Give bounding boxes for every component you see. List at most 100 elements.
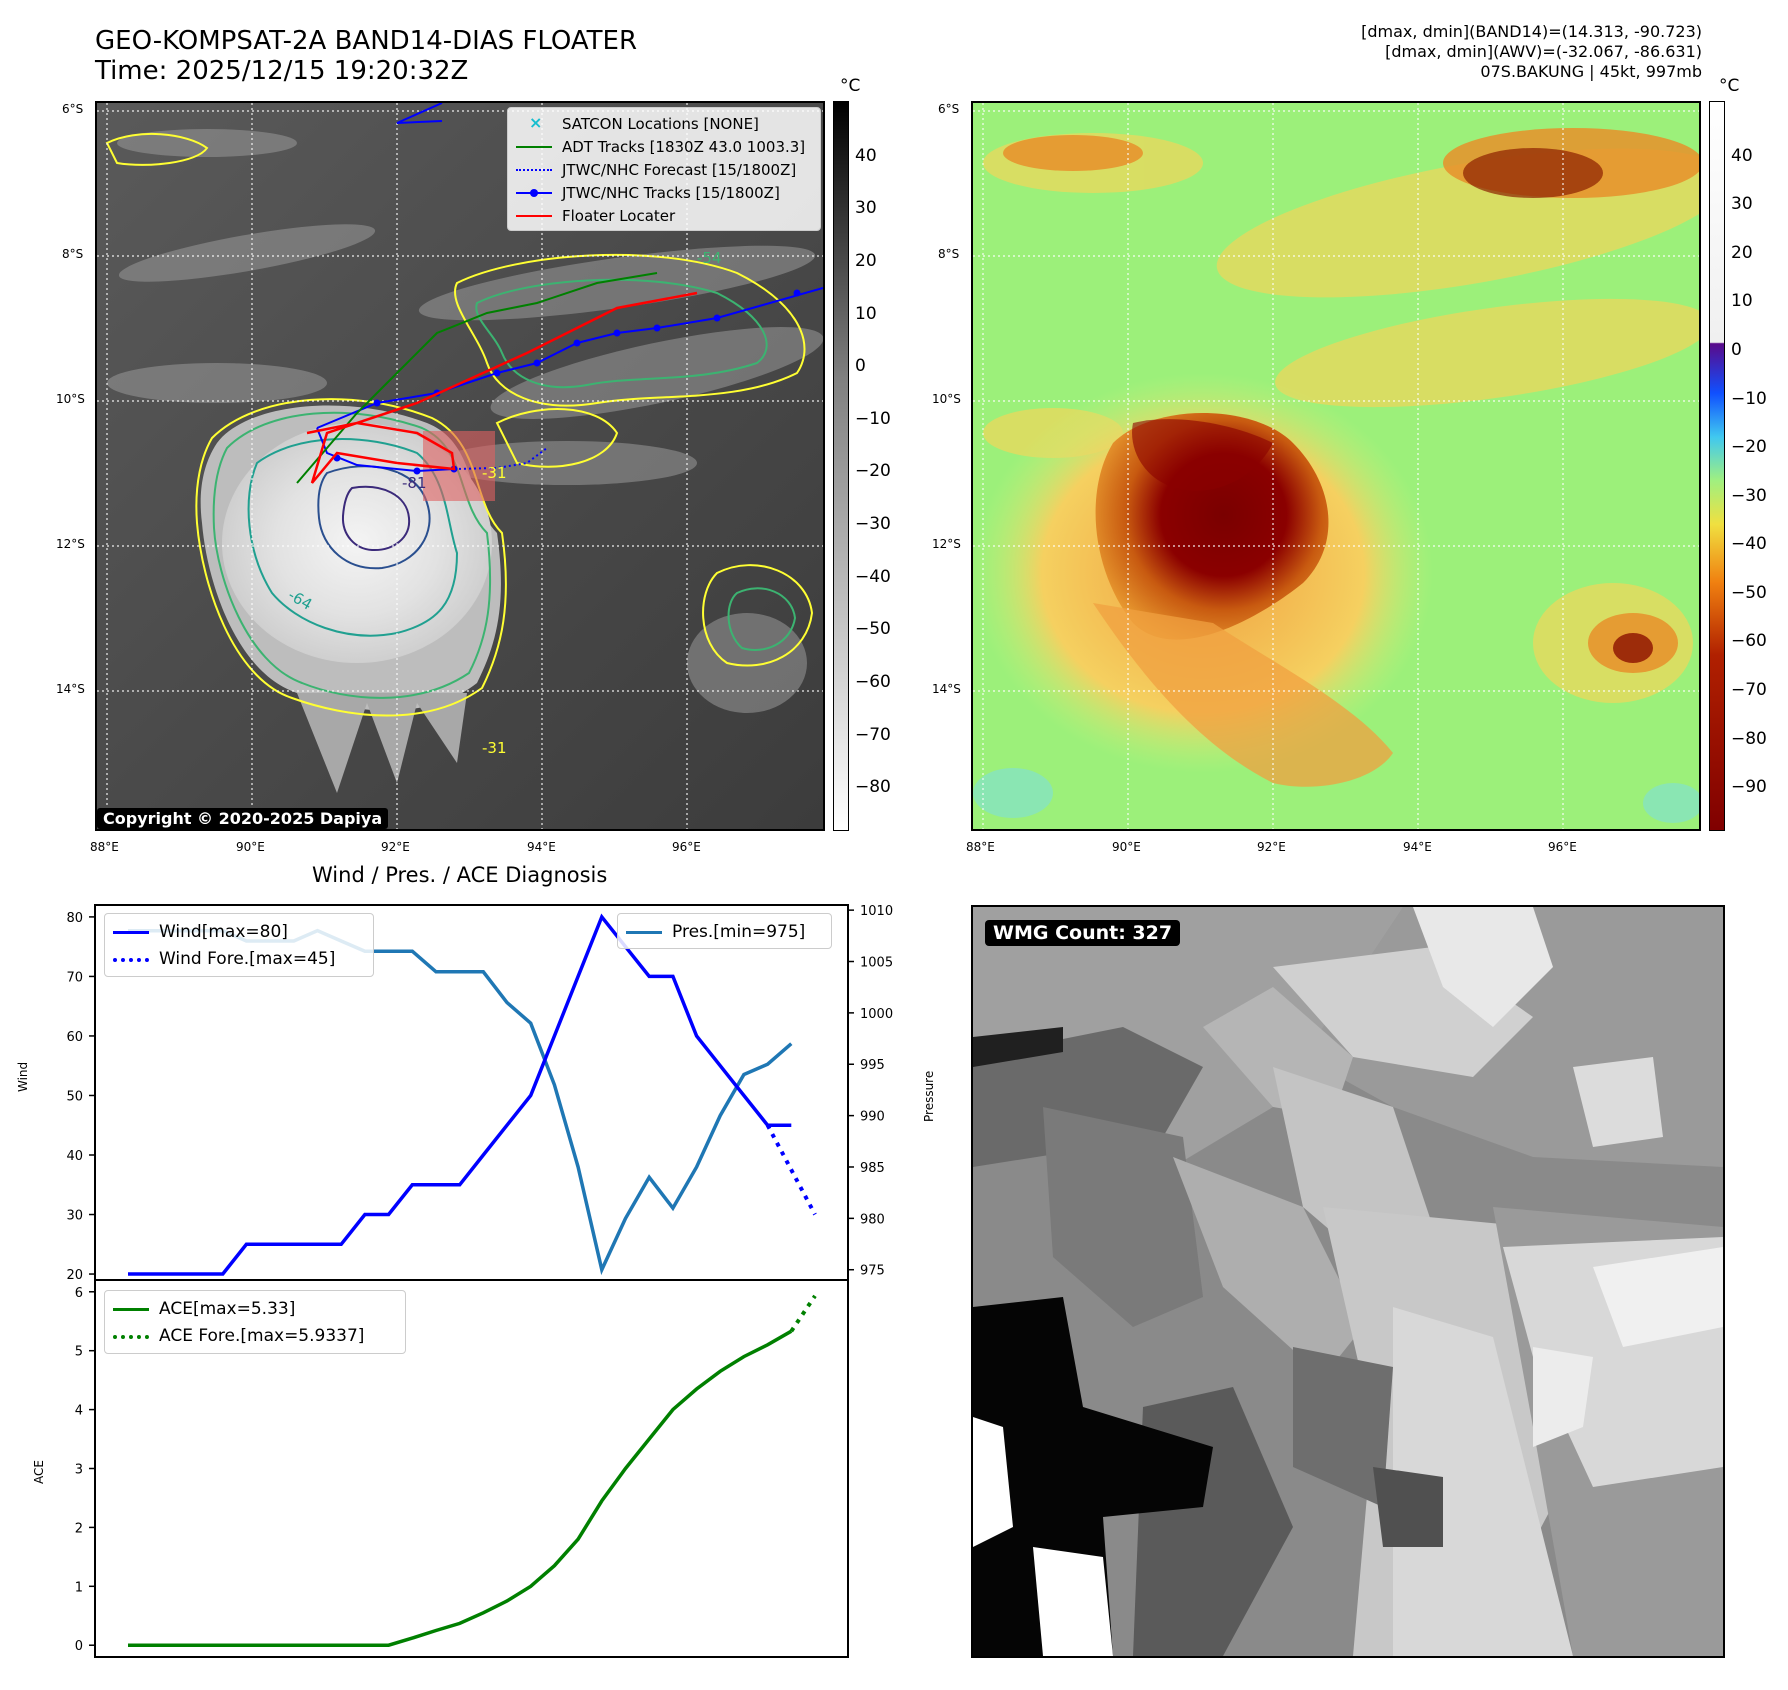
ace-ytick-label-1: 1 <box>75 1580 83 1595</box>
green-dotted-line-icon <box>113 1330 149 1342</box>
awv-colorbar-unit: °C <box>1719 76 1740 96</box>
ir-colorbar-unit: °C <box>840 76 861 96</box>
wind-ytick-label-3: 50 <box>66 1089 83 1104</box>
blue-line-dot-icon <box>516 187 552 199</box>
wind-ytick-label-2: 40 <box>66 1149 83 1164</box>
legend-satcon: × SATCON Locations [NONE] <box>516 112 812 135</box>
legend-jtwc-forecast: JTWC/NHC Forecast [15/1800Z] <box>516 158 812 181</box>
awv-lon-94e: 94°E <box>1403 840 1432 854</box>
pressure-ytick-label-1: 980 <box>860 1212 885 1227</box>
red-line-icon <box>516 210 552 222</box>
awv-cbar-tick-6: −20 <box>1731 437 1767 458</box>
wind-ytick-label-1: 30 <box>66 1209 83 1224</box>
awv-cbar-tick-3: 10 <box>1731 291 1753 312</box>
ace-ytick-label-0: 0 <box>75 1639 83 1654</box>
ir-cbar-tick-6: −20 <box>855 461 891 482</box>
ace-forecast-series-line <box>789 1294 817 1333</box>
pressure-ytick-label-5: 1000 <box>860 1007 893 1022</box>
contour-label-4: -54 <box>697 249 722 267</box>
info-line-2: [dmax, dmin](AWV)=(-32.067, -86.631) <box>1385 42 1702 61</box>
x-marker-icon: × <box>529 112 543 132</box>
ir-lon-92e: 92°E <box>381 840 410 854</box>
pressure-ytick-label-0: 975 <box>860 1264 885 1279</box>
wind-legend: Wind[max=80] Wind Fore.[max=45] <box>104 913 374 977</box>
awv-cbar-tick-12: −80 <box>1731 728 1767 749</box>
pressure-ytick-label-2: 985 <box>860 1161 885 1176</box>
legend-jtwc-tracks: JTWC/NHC Tracks [15/1800Z] <box>516 181 812 204</box>
wmg-panel: WMG Count: 327 <box>971 905 1725 1658</box>
awv-cbar-tick-5: −10 <box>1731 388 1767 409</box>
legend-floater-label: Floater Locater <box>562 206 676 225</box>
ir-cbar-tick-4: 0 <box>855 356 866 377</box>
ir-map-panel: -31 -64 -81 -54 -31 × SATCON Locations [… <box>95 101 825 831</box>
awv-map-image <box>973 103 1699 829</box>
title-line-2: Time: 2025/12/15 19:20:32Z <box>95 56 469 86</box>
ir-cbar-tick-12: −80 <box>855 777 891 798</box>
ir-cbar-tick-7: −30 <box>855 514 891 535</box>
awv-lon-96e: 96°E <box>1548 840 1577 854</box>
legend-ace-forecast-label: ACE Fore.[max=5.9337] <box>159 1325 365 1346</box>
legend-adt: ADT Tracks [1830Z 43.0 1003.3] <box>516 135 812 158</box>
ir-cbar-tick-5: −10 <box>855 408 891 429</box>
legend-pressure: Pres.[min=975] <box>626 918 823 945</box>
awv-lon-92e: 92°E <box>1257 840 1286 854</box>
pressure-ytick-label-6: 1005 <box>860 956 893 971</box>
ir-colorbar <box>833 101 849 831</box>
figure-title: GEO-KOMPSAT-2A BAND14-DIAS FLOATER Time:… <box>95 26 637 86</box>
legend-ace-label: ACE[max=5.33] <box>159 1298 296 1319</box>
legend-wind: Wind[max=80] <box>113 918 365 945</box>
contour-label-5: -31 <box>482 739 507 757</box>
pressure-axis-title: Pressure <box>922 1070 936 1122</box>
ir-lon-96e: 96°E <box>672 840 701 854</box>
awv-lat-6s: 6°S <box>938 102 960 116</box>
ir-cbar-tick-3: 10 <box>855 303 877 324</box>
awv-cbar-tick-0: 40 <box>1731 145 1753 166</box>
legend-wind-forecast-label: Wind Fore.[max=45] <box>159 948 336 969</box>
ace-ytick-label-4: 4 <box>75 1404 83 1419</box>
title-line-1: GEO-KOMPSAT-2A BAND14-DIAS FLOATER <box>95 26 638 56</box>
awv-cbar-tick-7: −30 <box>1731 485 1767 506</box>
ir-lon-94e: 94°E <box>527 840 556 854</box>
awv-lat-14s: 14°S <box>932 682 961 696</box>
ir-legend: × SATCON Locations [NONE] ADT Tracks [18… <box>507 107 821 231</box>
wind-ytick-label-4: 60 <box>66 1030 83 1045</box>
ir-cbar-tick-8: −40 <box>855 566 891 587</box>
blue-line-icon <box>113 926 149 938</box>
wmg-image <box>973 907 1723 1656</box>
ir-lat-12s: 12°S <box>56 537 85 551</box>
pressure-ytick-label-3: 990 <box>860 1110 885 1125</box>
awv-colorbar <box>1709 101 1725 831</box>
legend-satcon-label: SATCON Locations [NONE] <box>562 114 759 133</box>
copyright-badge: Copyright © 2020-2025 Dapiya <box>97 808 389 829</box>
wind-ytick-label-0: 20 <box>66 1268 83 1283</box>
ace-ytick-label-5: 5 <box>75 1345 83 1360</box>
ace-axis-title: ACE <box>32 1460 46 1484</box>
legend-wind-forecast: Wind Fore.[max=45] <box>113 945 365 972</box>
legend-wind-label: Wind[max=80] <box>159 921 288 942</box>
chart-title: Wind / Pres. / ACE Diagnosis <box>312 863 608 887</box>
legend-ace-forecast: ACE Fore.[max=5.9337] <box>113 1322 397 1349</box>
ir-lon-90e: 90°E <box>236 840 265 854</box>
awv-cbar-tick-2: 20 <box>1731 242 1753 263</box>
ir-lon-88e: 88°E <box>90 840 119 854</box>
pressure-ytick-label-7: 1010 <box>860 904 893 919</box>
contour-label-1: -31 <box>482 464 507 482</box>
pressure-series-line <box>128 928 793 1276</box>
wmg-count-badge: WMG Count: 327 <box>985 920 1181 946</box>
awv-lon-90e: 90°E <box>1112 840 1141 854</box>
legend-ace: ACE[max=5.33] <box>113 1295 397 1322</box>
ir-cbar-tick-0: 40 <box>855 145 877 166</box>
awv-lat-8s: 8°S <box>938 247 960 261</box>
legend-jtwc-forecast-label: JTWC/NHC Forecast [15/1800Z] <box>562 160 797 179</box>
ir-lat-14s: 14°S <box>56 682 85 696</box>
wind-ytick-label-5: 70 <box>66 970 83 985</box>
awv-lon-88e: 88°E <box>966 840 995 854</box>
blue-dotted-line-icon <box>516 164 552 176</box>
ace-legend: ACE[max=5.33] ACE Fore.[max=5.9337] <box>104 1290 406 1354</box>
storm-info: [dmax, dmin](BAND14)=(14.313, -90.723) [… <box>1361 22 1702 82</box>
green-line-icon <box>516 141 552 153</box>
ace-ytick-label-2: 2 <box>75 1521 83 1536</box>
ace-series-line <box>128 1329 793 1647</box>
awv-cbar-tick-4: 0 <box>1731 340 1742 361</box>
blue-dotted-line-icon <box>113 953 149 965</box>
